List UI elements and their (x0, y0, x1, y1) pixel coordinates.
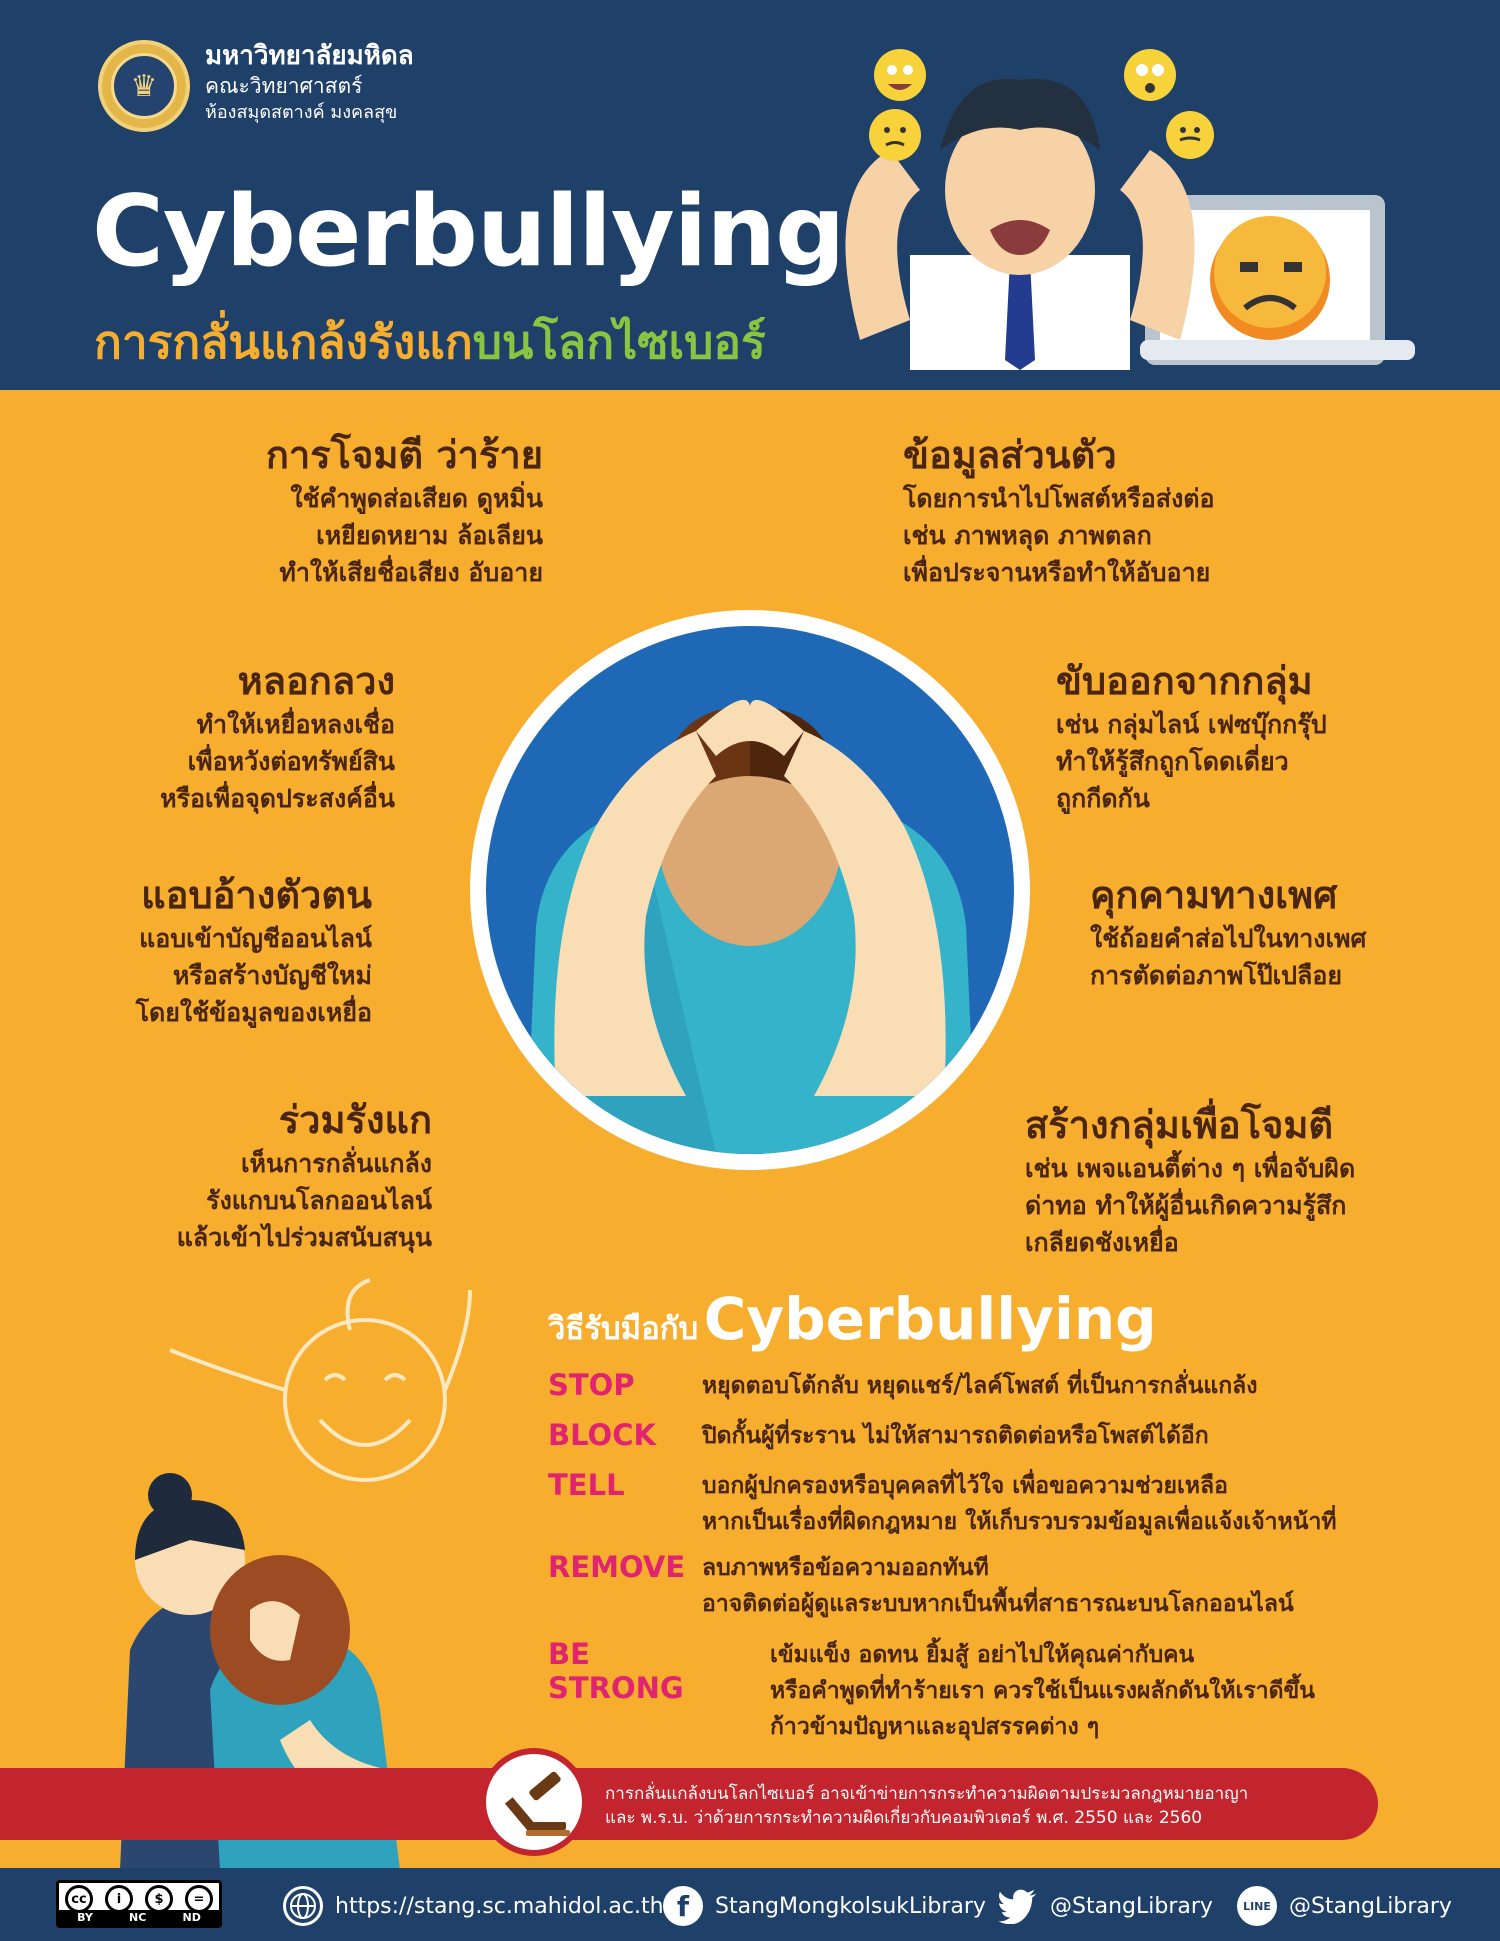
header-banner: ♛ มหาวิทยาลัยมหิดล คณะวิทยาศาสตร์ ห้องสม… (0, 0, 1500, 390)
website-link[interactable]: https://stang.sc.mahidol.ac.th (283, 1886, 664, 1926)
line-handle: @StangLibrary (1289, 1893, 1452, 1919)
type-line: เห็นการกลั่นแกล้ง (240, 1149, 432, 1178)
type-line: ใช้ถ้อยคำส่อไปในทางเพศ (1090, 924, 1367, 953)
type-line: เหยียดหยาม ล้อเลียน (316, 521, 543, 550)
type-line: เพื่อประจานหรือทำให้อับอาย (903, 558, 1211, 587)
type-line: แอบเข้าบัญชีออนไลน์ (139, 924, 372, 953)
gavel-icon (480, 1748, 588, 1856)
type-line: ถูกกีดกัน (1056, 784, 1150, 813)
type-title: คุกคามทางเพศ (1090, 873, 1338, 917)
facebook-name: StangMongkolsukLibrary (715, 1893, 986, 1919)
facebook-link[interactable]: f StangMongkolsukLibrary (663, 1886, 986, 1926)
coping-line: หากเป็นเรื่องที่ผิดกฎหมาย ให้เก็บรวบรวมข… (702, 1509, 1337, 1535)
type-line: เพื่อหวังต่อทรัพย์สิน (187, 747, 395, 776)
twitter-handle: @StangLibrary (1050, 1893, 1213, 1919)
coping-line: เข้มแข็ง อดทน ยิ้มสู้ อย่าไปให้คุณค่ากับ… (770, 1642, 1195, 1668)
type-title: ข้อมูลส่วนตัว (903, 433, 1117, 477)
footer: cc i $ = BY NC ND https://stang.sc.mahid… (0, 1868, 1500, 1941)
library-name: ห้องสมุดสตางค์ มงคลสุข (205, 102, 398, 123)
coping-line: หรือคำพูดที่ทำร้ายเรา ควรใช้เป็นแรงผลักด… (770, 1678, 1315, 1704)
type-line: ด่าทอ ทำให้ผู้อื่นเกิดความรู้สึก (1025, 1191, 1347, 1220)
type-sexual-harassment: คุกคามทางเพศ ใช้ถ้อยคำส่อไปในทางเพศ การต… (1090, 870, 1366, 994)
type-title: ร่วมรังแก (278, 1098, 432, 1142)
type-line: โดยการนำไปโพสต์หรือส่งต่อ (903, 484, 1215, 513)
type-line: แล้วเข้าไปร่วมสนับสนุน (176, 1223, 432, 1252)
coping-title: วิธีรับมือกับ Cyberbullying (548, 1285, 1157, 1353)
type-joining: ร่วมรังแก เห็นการกลั่นแกล้ง รังแกบนโลกออ… (177, 1095, 432, 1256)
type-group-attack: สร้างกลุ่มเพื่อโจมตี เช่น เพจแอนตี้ต่าง … (1025, 1100, 1355, 1261)
type-attack: การโจมตี ว่าร้าย ใช้คำพูดส่อเสียด ดูหมิ่… (266, 430, 543, 591)
cc-label-by: BY (77, 1911, 93, 1924)
globe-icon (283, 1886, 323, 1926)
coping-line: ลบภาพหรือข้อความออกทันที (702, 1555, 989, 1581)
twitter-bird-icon (998, 1886, 1038, 1926)
subtitle-part-a: การกลั่นแกล้งรังแก (94, 315, 473, 369)
type-line: หรือสร้างบัญชีใหม่ (172, 961, 372, 990)
type-line: ใช้คำพูดส่อเสียด ดูหมิ่น (290, 484, 543, 513)
cc-icon: cc (65, 1885, 93, 1913)
type-title: การโจมตี ว่าร้าย (265, 433, 543, 477)
coping-prefix: วิธีรับมือกับ (548, 1311, 699, 1347)
no-dollar-icon: $ (145, 1885, 173, 1913)
type-line: เช่น ภาพหลุด ภาพตลก (903, 521, 1152, 550)
type-title: สร้างกลุ่มเพื่อโจมตี (1025, 1103, 1334, 1147)
coping-line: ปิดกั้นผู้ที่ระราน ไม่ให้สามารถติดต่อหรื… (702, 1423, 1209, 1449)
equals-icon: = (185, 1885, 213, 1913)
law-notice-bar: การกลั่นแกล้งบนโลกไซเบอร์ อาจเข้าข่ายการ… (0, 1768, 1378, 1840)
coping-line: อาจติดต่อผู้ดูแลระบบหากเป็นพื้นที่สาธารณ… (702, 1591, 1294, 1617)
cc-label-nc: NC (129, 1911, 147, 1924)
law-line: และ พ.ร.บ. ว่าด้วยการกระทำความผิดเกี่ยวก… (605, 1808, 1203, 1828)
type-line: โดยใช้ข้อมูลของเหยื่อ (135, 998, 372, 1027)
university-logo: ♛ (98, 40, 190, 132)
type-line: เกลียดชังเหยื่อ (1025, 1228, 1179, 1257)
faculty-name: คณะวิทยาศาสตร์ (205, 74, 363, 98)
coping-keyword: Cyberbullying (703, 1285, 1157, 1353)
crown-icon: ♛ (111, 53, 177, 119)
type-line: ทำให้เหยื่อหลงเชื่อ (196, 710, 395, 739)
type-line: ทำให้รู้สึกถูกโดดเดี่ยว (1056, 747, 1289, 776)
line-link[interactable]: LINE @StangLibrary (1237, 1886, 1452, 1926)
coping-line: ก้าวข้ามปัญหาและอุปสรรคต่าง ๆ (770, 1714, 1100, 1740)
university-name: มหาวิทยาลัยมหิดล (205, 41, 414, 71)
type-title: ขับออกจากกลุ่ม (1056, 659, 1313, 703)
page-title: Cyberbullying (92, 175, 845, 289)
coping-key: REMOVE (548, 1550, 686, 1584)
type-line: เช่น กลุ่มไลน์ เฟซบุ๊กกรุ๊ป (1056, 710, 1327, 739)
cc-license-badge[interactable]: cc i $ = BY NC ND (56, 1880, 222, 1928)
type-title: หลอกลวง (237, 659, 395, 703)
facebook-icon: f (663, 1886, 703, 1926)
type-line: หรือเพื่อจุดประสงค์อื่น (160, 784, 395, 813)
coping-key: TELL (548, 1468, 625, 1502)
cc-label-nd: ND (182, 1911, 201, 1924)
university-info: มหาวิทยาลัยมหิดล คณะวิทยาศาสตร์ ห้องสมุด… (205, 40, 414, 126)
law-line: การกลั่นแกล้งบนโลกไซเบอร์ อาจเข้าข่ายการ… (605, 1784, 1249, 1804)
subtitle-part-b: บนโลกไซเบอร์ (472, 315, 766, 369)
type-line: เช่น เพจแอนตี้ต่าง ๆ เพื่อจับผิด (1025, 1154, 1356, 1183)
coping-line: บอกผู้ปกครองหรือบุคคลที่ไว้ใจ เพื่อขอควา… (702, 1473, 1228, 1499)
type-line: การตัดต่อภาพโป๊เปลือย (1090, 961, 1343, 990)
distressed-person-illustration (470, 610, 1030, 1170)
coping-key: BE STRONG (548, 1637, 684, 1705)
website-url: https://stang.sc.mahidol.ac.th (335, 1893, 664, 1919)
cc-labels: BY NC ND (59, 1910, 219, 1925)
coping-key: STOP (548, 1368, 635, 1402)
coping-line: หยุดตอบโต้กลับ หยุดแชร์/ไลค์โพสต์ ที่เป็… (702, 1373, 1258, 1399)
coping-key: BLOCK (548, 1418, 656, 1452)
twitter-link[interactable]: @StangLibrary (998, 1886, 1213, 1926)
person-icon: i (105, 1885, 133, 1913)
type-impersonation: แอบอ้างตัวตน แอบเข้าบัญชีออนไลน์ หรือสร้… (136, 870, 372, 1031)
type-line: รังแกบนโลกออนไลน์ (206, 1186, 432, 1215)
type-personal-info: ข้อมูลส่วนตัว โดยการนำไปโพสต์หรือส่งต่อ … (903, 430, 1215, 591)
stressed-man-illustration (845, 49, 1415, 370)
page-subtitle: การกลั่นแกล้งรังแกบนโลกไซเบอร์ (94, 306, 766, 379)
type-exclusion: ขับออกจากกลุ่ม เช่น กลุ่มไลน์ เฟซบุ๊กกรุ… (1056, 656, 1327, 817)
type-title: แอบอ้างตัวตน (141, 873, 372, 917)
type-deception: หลอกลวง ทำให้เหยื่อหลงเชื่อ เพื่อหวังต่อ… (160, 656, 395, 817)
line-icon: LINE (1237, 1886, 1277, 1926)
type-line: ทำให้เสียชื่อเสียง อับอาย (279, 558, 543, 587)
